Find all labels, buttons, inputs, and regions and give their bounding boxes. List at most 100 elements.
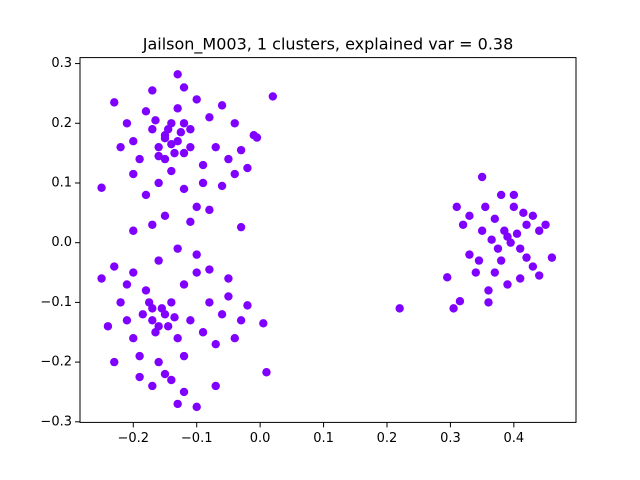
x-tick-label: −0.2 [117,431,149,446]
point [167,298,176,307]
point [173,136,182,146]
point [167,139,176,149]
point [506,238,515,247]
point [176,128,186,137]
point [217,101,227,110]
point [487,235,496,244]
point [224,274,233,283]
axes-frame [79,57,577,423]
y-tick-label: 0.2 [51,116,72,131]
point [484,298,493,307]
point [198,160,208,170]
point [205,205,214,215]
point [541,220,550,229]
point [224,154,233,164]
point [192,268,201,277]
point [151,328,160,337]
point [465,211,474,221]
point [217,310,227,319]
point [259,319,268,328]
point [465,250,474,259]
x-tick-label: 0.0 [250,431,271,446]
point [154,151,163,161]
point [230,119,239,128]
point [522,253,531,262]
point [103,322,113,331]
point [154,178,163,188]
point [148,125,157,134]
point [458,220,468,229]
point [129,136,138,146]
point [179,119,189,128]
point [503,280,512,289]
point [192,95,201,104]
point [173,104,182,113]
point [515,244,525,253]
point [198,328,208,337]
point [148,220,157,229]
point [474,256,484,265]
point [148,316,157,325]
x-tick-label: 0.4 [503,431,524,446]
point [135,154,144,164]
point [186,217,195,226]
point [173,334,182,343]
point [443,273,452,282]
point [477,172,487,182]
point [154,142,163,152]
point [236,145,246,155]
point [252,133,262,142]
point [496,190,506,200]
point [160,369,170,379]
point [110,357,119,367]
point [217,181,227,191]
point [144,298,154,307]
point [395,304,404,313]
point [122,316,132,325]
point [97,274,106,283]
point [452,202,461,212]
point [129,226,138,235]
point [179,83,189,92]
x-tick-label: 0.1 [313,431,334,446]
point [243,301,252,310]
point [449,304,458,313]
y-tick-label: 0.3 [51,56,72,71]
point [148,86,157,95]
point [116,298,125,307]
point [179,387,189,397]
y-tick-label: −0.1 [40,295,72,310]
point [490,214,500,224]
point [179,351,189,361]
point [211,142,220,152]
point [160,154,170,164]
point [116,142,125,152]
point [268,92,278,101]
point [211,381,220,391]
point [490,268,500,277]
point [477,226,487,235]
point [167,166,176,176]
y-tick-label: 0.1 [51,175,72,190]
point [528,211,538,221]
point [211,339,220,349]
point [205,113,214,122]
point [192,402,201,412]
point [192,202,201,212]
point [163,322,173,331]
point [236,316,246,325]
point [500,226,509,235]
point [122,280,132,289]
point [535,271,544,280]
x-tick-label: −0.1 [181,431,213,446]
x-tick-label: 0.3 [440,431,461,446]
point [173,244,182,253]
point [198,178,208,188]
point [230,169,239,179]
point [173,399,182,409]
point [170,148,179,158]
point [110,98,119,107]
point [481,202,490,212]
